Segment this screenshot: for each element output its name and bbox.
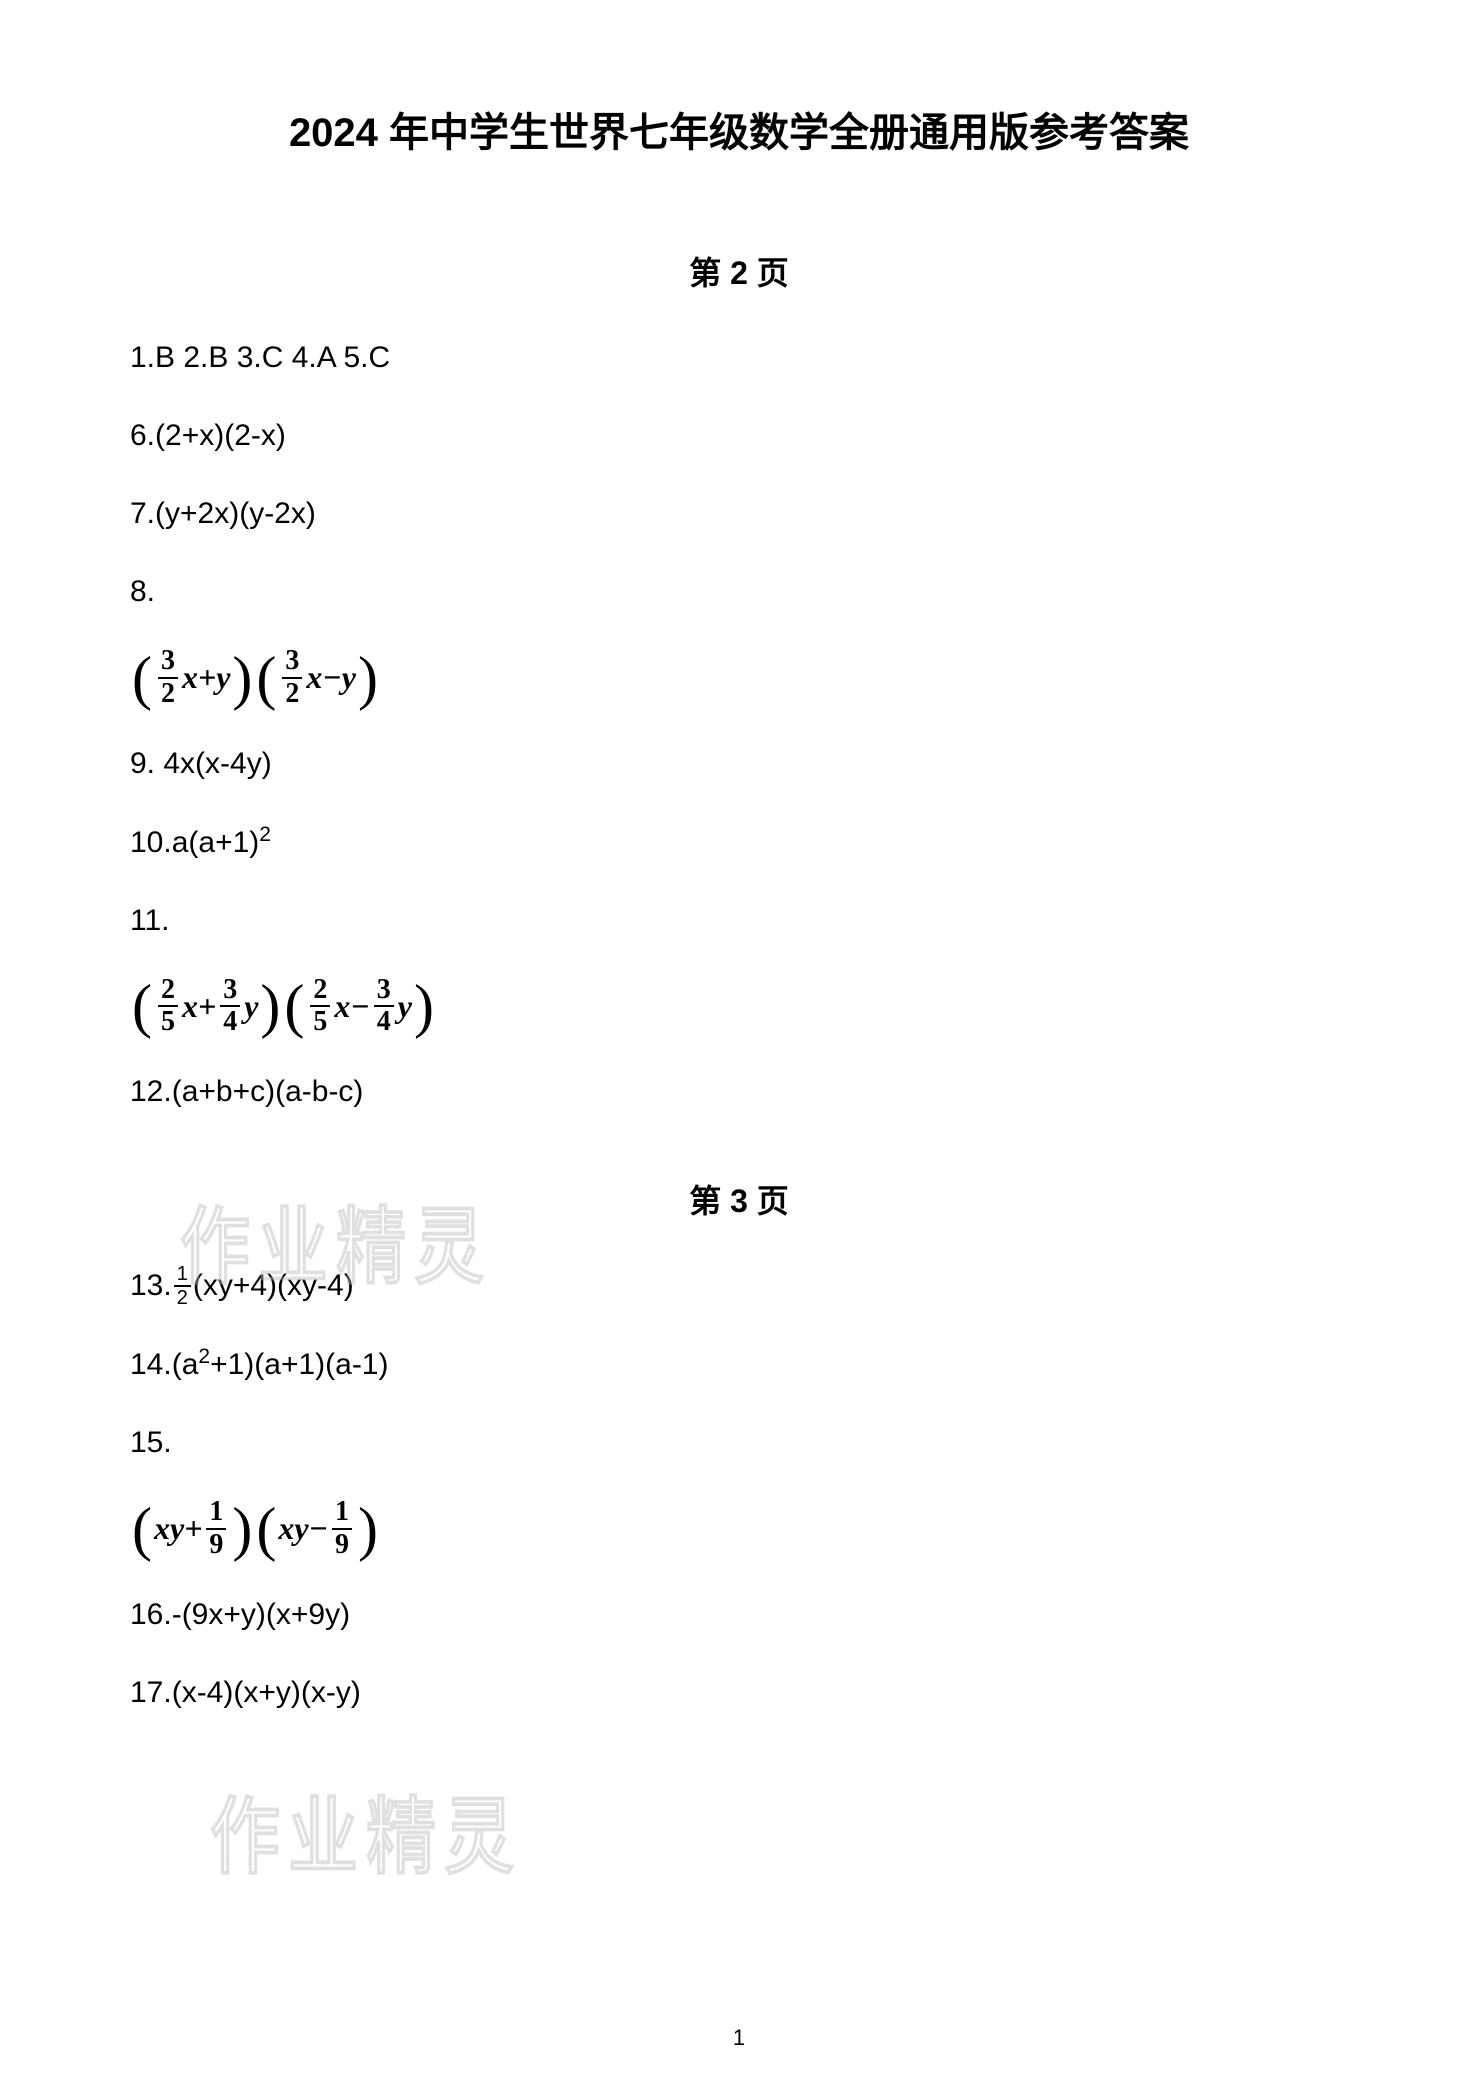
right-paren: ) xyxy=(356,654,380,702)
term: x+y xyxy=(182,659,230,696)
formula-15: ( xy+ 1 9 ) ( xy− 1 9 ) xyxy=(130,1497,1348,1561)
left-paren: ( xyxy=(254,654,278,702)
term: x− xyxy=(334,988,369,1025)
answer-16: 16.-(9x+y)(x+9y) xyxy=(130,1591,1348,1639)
term: y xyxy=(398,988,412,1025)
formula-8: ( 3 2 x+y ) ( 3 2 x−y ) xyxy=(130,646,1348,710)
page-number: 1 xyxy=(733,2025,745,2051)
answer-17: 17.(x-4)(x+y)(x-y) xyxy=(130,1669,1348,1717)
formula-11: ( 2 5 x+ 3 4 y ) ( 2 5 x− 3 4 y ) xyxy=(130,975,1348,1039)
fraction: 2 5 xyxy=(158,975,178,1039)
answer-1-5: 1.B 2.B 3.C 4.A 5.C xyxy=(130,334,1348,382)
term: x+ xyxy=(182,988,216,1025)
answer-10: 10.a(a+1)2 xyxy=(130,818,1348,867)
fraction: 1 9 xyxy=(206,1497,226,1561)
right-paren: ) xyxy=(356,1505,380,1553)
fraction: 3 2 xyxy=(282,646,302,710)
right-paren: ) xyxy=(258,982,282,1030)
fraction: 3 4 xyxy=(220,975,240,1039)
section-header-page3: 第 3 页 xyxy=(130,1176,1348,1222)
fraction: 3 4 xyxy=(374,975,394,1039)
left-paren: ( xyxy=(254,1505,278,1553)
answer-9: 9. 4x(x-4y) xyxy=(130,740,1348,788)
left-paren: ( xyxy=(130,654,154,702)
term: y xyxy=(244,988,258,1025)
answer-8-label: 8. xyxy=(130,568,1348,616)
answer-15-label: 15. xyxy=(130,1419,1348,1467)
left-paren: ( xyxy=(130,1505,154,1553)
fraction: 1 9 xyxy=(332,1497,352,1561)
answer-13: 13. 1 2 (xy+4)(xy-4) xyxy=(130,1262,1348,1310)
right-paren: ) xyxy=(230,654,254,702)
left-paren: ( xyxy=(282,982,306,1030)
fraction: 2 5 xyxy=(310,975,330,1039)
term: xy− xyxy=(278,1510,328,1547)
right-paren: ) xyxy=(412,982,436,1030)
document-title: 2024 年中学生世界七年级数学全册通用版参考答案 xyxy=(130,100,1348,158)
term: xy+ xyxy=(154,1510,202,1547)
left-paren: ( xyxy=(130,982,154,1030)
term: x−y xyxy=(306,659,356,696)
section-header-page2: 第 2 页 xyxy=(130,248,1348,294)
answer-11-label: 11. xyxy=(130,897,1348,945)
answer-6: 6.(2+x)(2-x) xyxy=(130,412,1348,460)
fraction: 3 2 xyxy=(158,646,178,710)
right-paren: ) xyxy=(230,1505,254,1553)
answer-12: 12.(a+b+c)(a-b-c) xyxy=(130,1068,1348,1116)
fraction: 1 2 xyxy=(174,1263,191,1309)
answer-14: 14.(a2+1)(a+1)(a-1) xyxy=(130,1340,1348,1389)
answer-7: 7.(y+2x)(y-2x) xyxy=(130,490,1348,538)
watermark-text: 作业精灵 xyxy=(210,1770,522,1891)
